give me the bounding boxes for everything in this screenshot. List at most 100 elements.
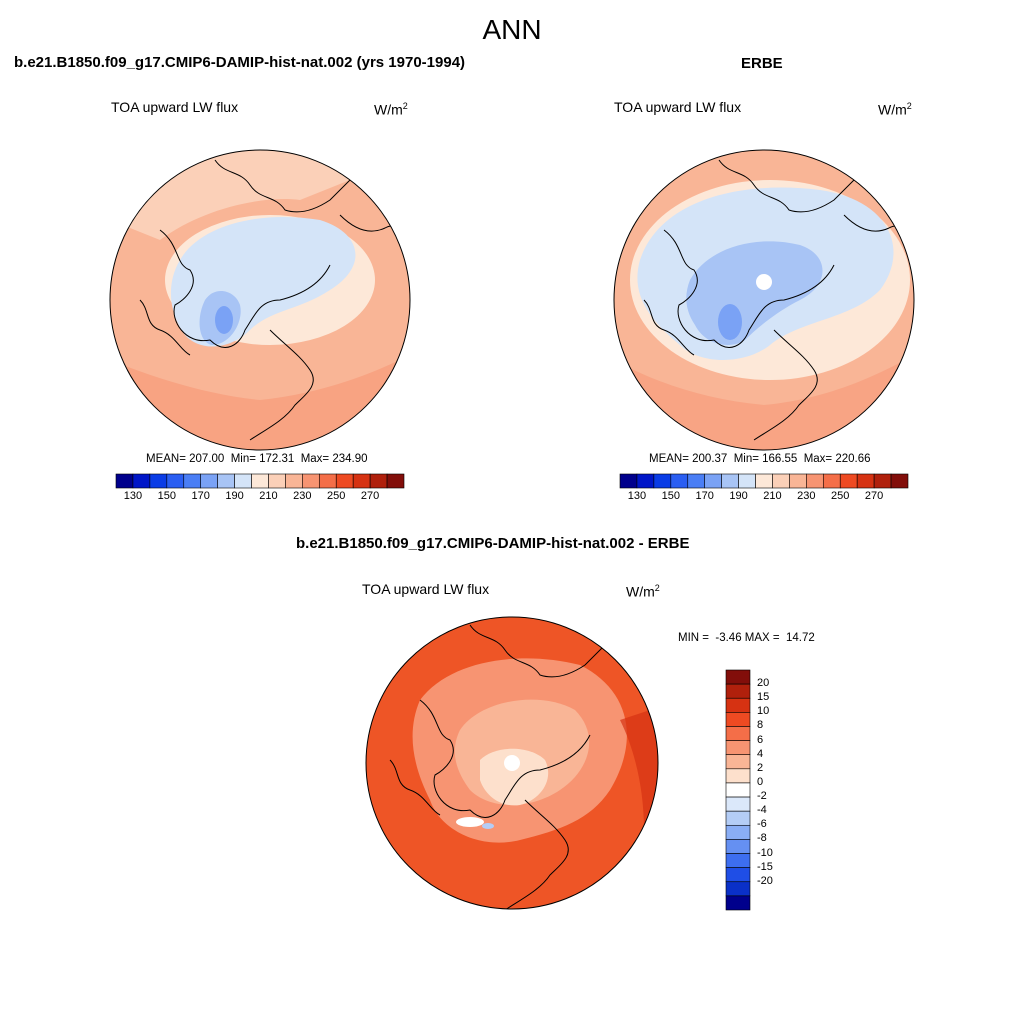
model-colorbar-tick-label: 130 bbox=[123, 490, 143, 502]
diff-colorbar-swatch bbox=[725, 768, 751, 784]
diff-polar-map bbox=[365, 616, 659, 910]
model-colorbar-tick-label: 250 bbox=[327, 490, 346, 502]
model-colorbar-swatch bbox=[183, 473, 202, 489]
obs-colorbar-tick-label: 250 bbox=[831, 490, 850, 502]
obs-colorbar-swatch bbox=[636, 473, 655, 489]
diff-colorbar-swatch bbox=[725, 839, 751, 854]
obs-colorbar-swatch bbox=[856, 473, 875, 489]
diff-colorbar-tick-label: -15 bbox=[757, 860, 773, 873]
diff-pole-hole bbox=[504, 755, 520, 771]
obs-colorbar-swatch bbox=[772, 473, 790, 489]
model-colorbar-tick-label: 150 bbox=[157, 490, 176, 502]
diff-colorbar-swatch bbox=[725, 740, 751, 756]
model-colorbar-swatch bbox=[166, 473, 185, 489]
diff-field-pale bbox=[480, 748, 549, 806]
model-colorbar-tick-label: 210 bbox=[259, 490, 278, 502]
obs-colorbar-swatch bbox=[755, 473, 773, 489]
model-colorbar-swatch bbox=[234, 473, 252, 489]
model-colorbar-swatch bbox=[217, 473, 235, 489]
model-polar-map bbox=[109, 149, 411, 451]
obs-colorbar-swatch bbox=[822, 473, 841, 489]
obs-pole-hole bbox=[756, 274, 772, 290]
model-colorbar-swatch bbox=[302, 473, 320, 489]
model-colorbar-tick-label: 230 bbox=[293, 490, 312, 502]
diff-field-near-zero bbox=[456, 817, 484, 827]
model-colorbar-swatch bbox=[386, 473, 405, 489]
diff-field-strong bbox=[620, 700, 658, 880]
model-colorbar-swatch bbox=[251, 473, 269, 489]
model-colorbar-swatch bbox=[285, 473, 303, 489]
diff-colorbar-swatch bbox=[725, 754, 751, 770]
obs-colorbar-tick-label: 130 bbox=[627, 490, 647, 502]
model-colorbar-swatch bbox=[200, 473, 218, 489]
diff-colorbar-swatch bbox=[725, 683, 751, 699]
diff-colorbar-tick-label: 15 bbox=[757, 691, 770, 704]
obs-colorbar-tick-label: 150 bbox=[661, 490, 680, 502]
obs-colorbar-tick-label: 170 bbox=[695, 490, 714, 502]
model-colorbar-swatch bbox=[268, 473, 286, 489]
obs-colorbar-swatch bbox=[721, 473, 739, 489]
obs-colorbar-swatch bbox=[687, 473, 706, 489]
diff-map-boundary bbox=[365, 616, 659, 910]
obs-colorbar-swatch bbox=[839, 473, 858, 489]
model-colorbar-swatch bbox=[352, 473, 371, 489]
diff-colorbar-tick-label: 6 bbox=[757, 733, 764, 746]
panel-obs-stats: MEAN= 200.37 Min= 166.55 Max= 220.66 bbox=[649, 453, 871, 465]
diff-field-negative bbox=[482, 823, 494, 829]
model-map-boundary bbox=[109, 149, 411, 451]
diff-colorbar-swatch bbox=[725, 782, 751, 798]
model-colorbar-tick-label: 170 bbox=[191, 490, 210, 502]
obs-colorbar-swatch bbox=[789, 473, 807, 489]
diff-colorbar-tick-label: -20 bbox=[757, 874, 773, 887]
obs-colorbar-swatch bbox=[670, 473, 689, 489]
panel-diff-heading: b.e21.B1850.f09_g17.CMIP6-DAMIP-hist-nat… bbox=[296, 535, 690, 552]
diff-colorbar-swatch bbox=[725, 669, 751, 685]
diff-colorbar-swatch bbox=[725, 697, 751, 713]
diff-colorbar-tick-label: -4 bbox=[757, 804, 767, 817]
obs-colorbar-tick-label: 270 bbox=[864, 490, 884, 502]
obs-colorbar-tick-label: 210 bbox=[763, 490, 782, 502]
obs-polar-map bbox=[613, 149, 915, 451]
diff-colorbar-swatch bbox=[725, 824, 751, 840]
diff-colorbar-swatch bbox=[725, 810, 751, 826]
obs-colorbar-swatch bbox=[738, 473, 756, 489]
diff-colorbar-swatch bbox=[725, 895, 751, 911]
diff-colorbar-tick-label: 20 bbox=[757, 677, 770, 690]
diff-colorbar-swatch bbox=[725, 712, 751, 727]
obs-coastlines bbox=[643, 159, 913, 441]
model-colorbar-tick-label: 270 bbox=[360, 490, 380, 502]
obs-colorbar-tick-label: 190 bbox=[729, 490, 748, 502]
obs-colorbar-swatch bbox=[704, 473, 722, 489]
model-colorbar-swatch bbox=[115, 473, 134, 489]
diff-colorbar-swatch bbox=[725, 867, 751, 883]
obs-colorbar-swatch bbox=[619, 473, 638, 489]
panel-model-units: W/m2 bbox=[374, 101, 408, 118]
diff-colorbar-tick-label: -10 bbox=[757, 846, 773, 859]
panel-obs-heading: ERBE bbox=[741, 55, 783, 72]
diff-colorbar-swatch bbox=[725, 796, 751, 812]
obs-colorbar-swatch bbox=[653, 473, 672, 489]
diff-colorbar-swatch bbox=[725, 726, 751, 741]
panel-diff-stats: MIN = -3.46 MAX = 14.72 bbox=[678, 632, 815, 644]
panel-model-heading: b.e21.B1850.f09_g17.CMIP6-DAMIP-hist-nat… bbox=[14, 54, 466, 71]
diff-colorbar-tick-label: 2 bbox=[757, 761, 764, 774]
panel-obs-units: W/m2 bbox=[878, 101, 912, 118]
obs-colorbar-swatch bbox=[806, 473, 824, 489]
diff-colorbar-tick-label: -2 bbox=[757, 790, 767, 803]
model-field-dark-blue bbox=[215, 306, 233, 334]
model-colorbar-swatch bbox=[318, 473, 337, 489]
panel-diff-variable: TOA upward LW flux bbox=[362, 581, 490, 597]
panel-diff-units: W/m2 bbox=[626, 583, 660, 600]
diff-colorbar-tick-label: 10 bbox=[757, 705, 770, 718]
obs-colorbar bbox=[619, 473, 909, 489]
diff-colorbar-swatch bbox=[725, 881, 751, 897]
model-field-pale-ring bbox=[110, 150, 350, 240]
obs-colorbar-tick-label: 230 bbox=[797, 490, 816, 502]
obs-colorbar-swatch bbox=[890, 473, 909, 489]
model-colorbar-swatch bbox=[369, 473, 388, 489]
obs-field-dark-blue bbox=[718, 304, 742, 340]
diff-coastlines bbox=[389, 624, 626, 909]
diff-colorbar-tick-label: -6 bbox=[757, 818, 767, 831]
diff-colorbar-tick-label: 4 bbox=[757, 747, 764, 760]
